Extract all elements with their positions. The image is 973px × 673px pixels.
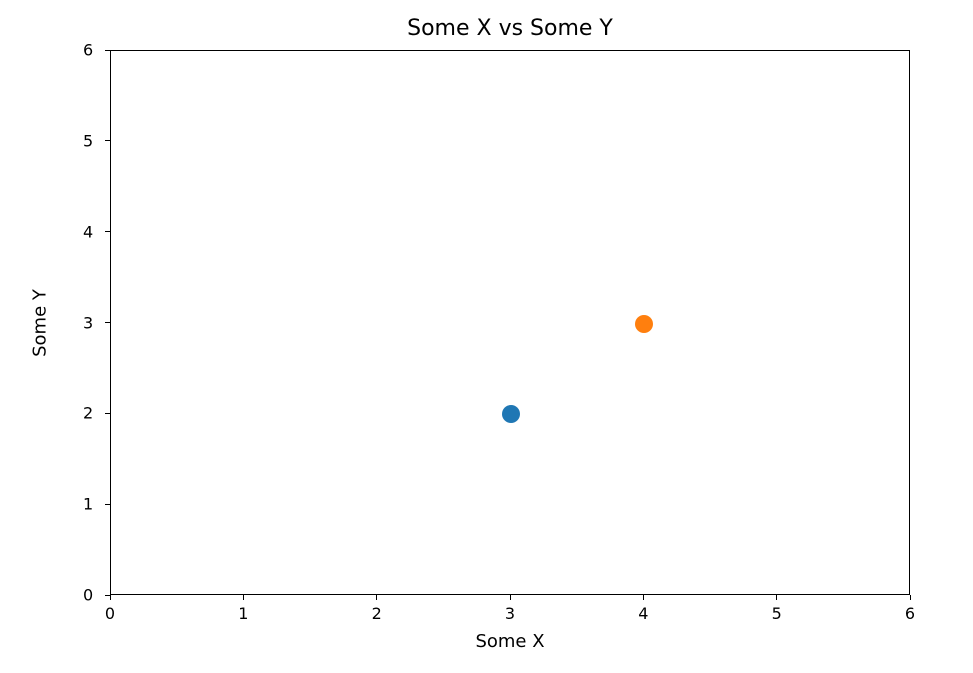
y-tick-mark	[105, 504, 110, 505]
x-tick-mark	[110, 595, 111, 600]
y-tick-mark	[105, 50, 110, 51]
x-tick-mark	[243, 595, 244, 600]
y-tick-label: 6	[83, 41, 93, 60]
scatter-point	[635, 315, 653, 333]
y-tick-mark	[105, 140, 110, 141]
x-tick-label: 1	[238, 604, 248, 623]
x-tick-mark	[376, 595, 377, 600]
plot-area	[110, 50, 910, 595]
x-tick-label: 6	[905, 604, 915, 623]
y-tick-label: 2	[83, 404, 93, 423]
x-tick-mark	[510, 595, 511, 600]
y-tick-mark	[105, 413, 110, 414]
x-tick-mark	[643, 595, 644, 600]
scatter-point	[502, 405, 520, 423]
y-tick-mark	[105, 231, 110, 232]
x-axis-label: Some X	[475, 631, 544, 652]
x-tick-mark	[910, 595, 911, 600]
x-tick-label: 0	[105, 604, 115, 623]
y-tick-label: 3	[83, 313, 93, 332]
x-tick-label: 4	[638, 604, 648, 623]
figure: Some X vs Some Y Some X Some Y 0 1 2 3 4 5 6 0 1…	[0, 0, 973, 673]
y-tick-mark	[105, 322, 110, 323]
y-tick-label: 4	[83, 222, 93, 241]
y-tick-label: 1	[83, 495, 93, 514]
y-tick-label: 0	[83, 586, 93, 605]
x-tick-mark	[776, 595, 777, 600]
x-tick-label: 5	[772, 604, 782, 623]
y-tick-label: 5	[83, 131, 93, 150]
x-tick-label: 2	[372, 604, 382, 623]
y-axis-label: Some Y	[30, 289, 51, 357]
y-tick-mark	[105, 595, 110, 596]
chart-title: Some X vs Some Y	[407, 16, 613, 41]
x-tick-label: 3	[505, 604, 515, 623]
